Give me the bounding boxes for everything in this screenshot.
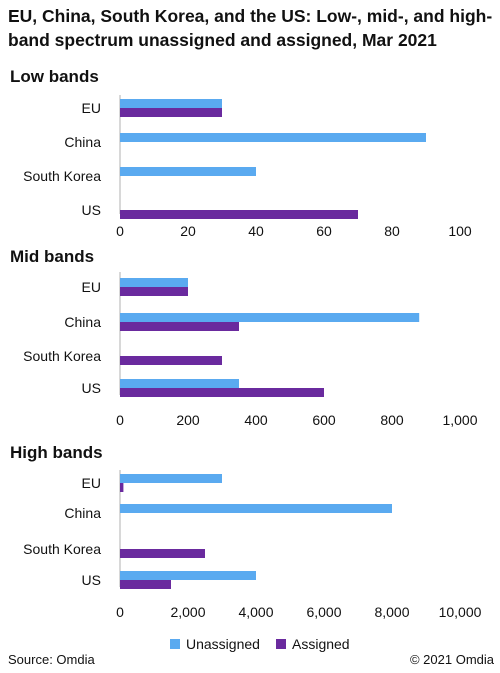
category-label: South Korea xyxy=(23,348,101,364)
x-tick-label: 6,000 xyxy=(306,604,341,620)
x-tick-label: 400 xyxy=(244,412,268,428)
panel-title: High bands xyxy=(10,443,103,462)
bar-unassigned xyxy=(120,571,256,580)
category-label: EU xyxy=(82,475,101,491)
x-tick-label: 600 xyxy=(312,412,336,428)
x-tick-label: 10,000 xyxy=(439,604,482,620)
x-tick-label: 200 xyxy=(176,412,200,428)
panel-title: Mid bands xyxy=(10,247,94,266)
legend-label-unassigned: Unassigned xyxy=(186,636,260,652)
x-tick-label: 40 xyxy=(248,223,264,239)
legend-item-unassigned: Unassigned xyxy=(170,636,260,652)
bar-unassigned xyxy=(120,379,239,388)
bar-unassigned xyxy=(120,278,188,287)
bar-assigned xyxy=(120,108,222,117)
bar-unassigned xyxy=(120,133,426,142)
x-tick-label: 0 xyxy=(116,223,124,239)
copyright-note: © 2021 Omdia xyxy=(409,652,494,667)
bar-unassigned xyxy=(120,99,222,108)
category-label: China xyxy=(64,314,101,330)
bar-unassigned xyxy=(120,167,256,176)
category-label: China xyxy=(64,505,101,521)
bar-assigned xyxy=(120,356,222,365)
legend-swatch-assigned xyxy=(276,639,286,649)
bar-unassigned xyxy=(120,313,420,322)
source-note: Source: Omdia xyxy=(8,652,95,667)
x-tick-label: 800 xyxy=(380,412,404,428)
x-tick-label: 2,000 xyxy=(170,604,205,620)
x-tick-label: 1,000 xyxy=(442,412,477,428)
bar-assigned xyxy=(120,210,358,219)
bar-assigned xyxy=(120,483,124,492)
category-label: EU xyxy=(82,279,101,295)
x-tick-label: 20 xyxy=(180,223,196,239)
x-tick-label: 80 xyxy=(384,223,400,239)
x-tick-label: 8,000 xyxy=(374,604,409,620)
bar-assigned xyxy=(120,388,324,397)
legend-label-assigned: Assigned xyxy=(292,636,350,652)
panel-title: Low bands xyxy=(10,67,99,86)
category-label: South Korea xyxy=(23,541,101,557)
bar-unassigned xyxy=(120,504,392,513)
bar-unassigned xyxy=(120,474,222,483)
x-tick-label: 60 xyxy=(316,223,332,239)
bar-assigned xyxy=(120,287,188,296)
category-label: South Korea xyxy=(23,168,101,184)
bar-assigned xyxy=(120,580,171,589)
bar-assigned xyxy=(120,322,239,331)
bar-assigned xyxy=(120,549,205,558)
category-label: EU xyxy=(82,100,101,116)
category-label: US xyxy=(82,572,101,588)
category-label: US xyxy=(82,380,101,396)
category-label: US xyxy=(82,202,101,218)
category-label: China xyxy=(64,134,101,150)
page-title: EU, China, South Korea, and the US: Low-… xyxy=(8,6,493,50)
x-tick-label: 0 xyxy=(116,604,124,620)
x-tick-label: 0 xyxy=(116,412,124,428)
x-tick-label: 100 xyxy=(448,223,472,239)
legend-swatch-unassigned xyxy=(170,639,180,649)
legend-item-assigned: Assigned xyxy=(276,636,350,652)
x-tick-label: 4,000 xyxy=(238,604,273,620)
